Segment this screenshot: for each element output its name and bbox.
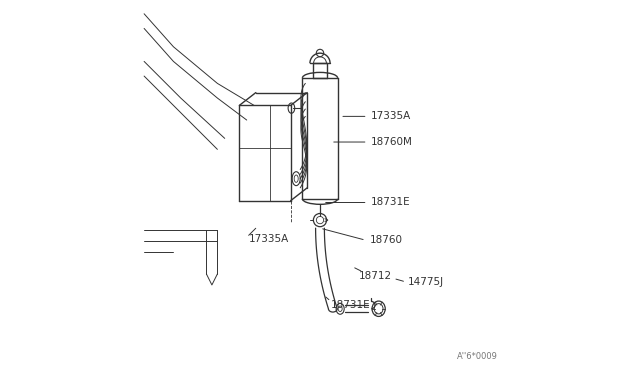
- Text: A''6*0009: A''6*0009: [457, 352, 498, 361]
- Text: 18760M: 18760M: [371, 137, 413, 147]
- Text: 14775J: 14775J: [408, 277, 444, 287]
- Text: 18731E: 18731E: [331, 300, 371, 310]
- Text: 18712: 18712: [358, 271, 392, 281]
- Text: 18760: 18760: [369, 235, 403, 245]
- Text: 17335A: 17335A: [371, 111, 412, 121]
- Text: 18731E: 18731E: [371, 198, 411, 208]
- Text: 17335A: 17335A: [248, 234, 289, 244]
